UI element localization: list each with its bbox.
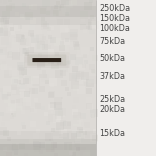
Text: 20kDa: 20kDa [99,105,125,115]
Text: 150kDa: 150kDa [99,14,130,23]
Bar [0,139,96,156]
Bar [0,131,96,150]
FancyBboxPatch shape [27,54,66,66]
FancyBboxPatch shape [24,52,69,68]
Text: 100kDa: 100kDa [99,24,130,33]
Text: 25kDa: 25kDa [99,95,125,104]
Bar [0,144,96,156]
Text: 50kDa: 50kDa [99,54,125,63]
Bar [0,0,96,17]
Bar [0,0,96,156]
Text: 37kDa: 37kDa [99,72,125,81]
Text: 75kDa: 75kDa [99,37,125,46]
Text: 250kDa: 250kDa [99,4,130,13]
Bar [96,0,156,156]
Bar [0,6,96,25]
Text: 15kDa: 15kDa [99,129,125,138]
FancyBboxPatch shape [32,58,61,62]
